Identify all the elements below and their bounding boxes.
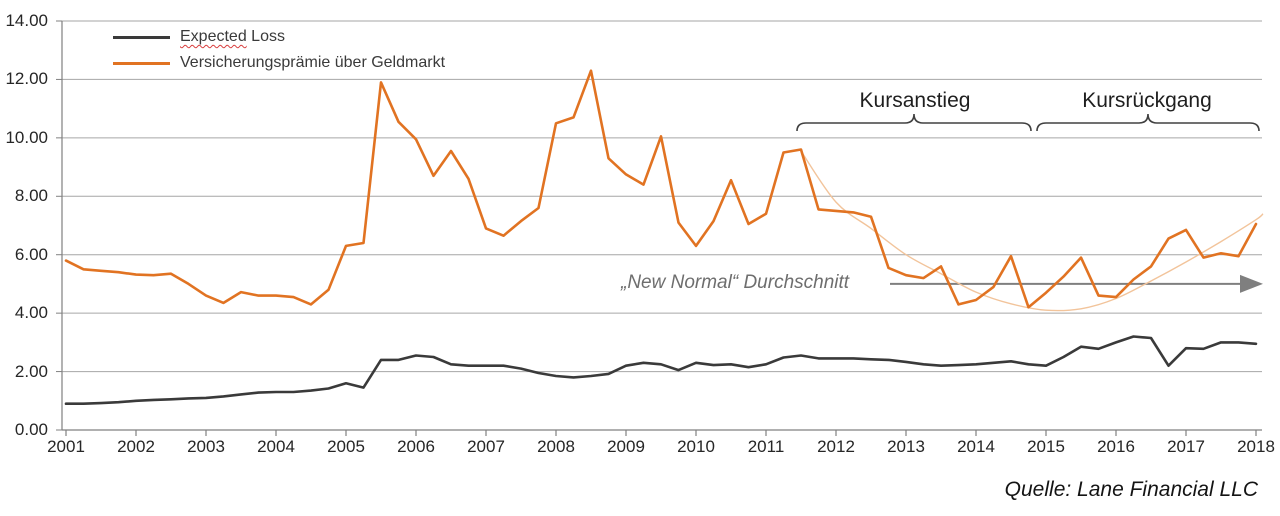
legend: Expected Loss Versicherungsprämie über G… (113, 24, 445, 76)
x-axis-label: 2004 (257, 437, 295, 456)
x-axis-label: 2006 (397, 437, 435, 456)
x-axis-label: 2016 (1097, 437, 1135, 456)
x-axis-label: 2009 (607, 437, 645, 456)
kursanstieg-label: Kursanstieg (859, 89, 971, 112)
average-arrowhead (1240, 274, 1263, 293)
misspelled-word: Expected (180, 28, 247, 45)
gridlines (62, 20, 1262, 431)
trend-line (800, 150, 1264, 312)
x-axis-label: 2010 (677, 437, 715, 456)
x-axis-label: 2007 (467, 437, 505, 456)
x-axis-label: 2013 (887, 437, 925, 456)
legend-item-premium: Versicherungsprämie über Geldmarkt (113, 50, 445, 76)
kursrueckgang-label: Kursrückgang (1082, 89, 1212, 112)
source-credit: Quelle: Lane Financial LLC (1004, 478, 1258, 501)
y-axis-label: 6.00 (14, 244, 48, 264)
premium-line-swatch (113, 61, 170, 65)
legend-label-expected-loss: Expected Loss (180, 28, 285, 45)
x-axis-label: 2005 (327, 437, 365, 456)
legend-item-expected-loss: Expected Loss (113, 24, 445, 50)
x-axis-label: 2012 (817, 437, 855, 456)
x-axis-label: 2008 (537, 437, 575, 456)
x-axis-label: 2017 (1167, 437, 1205, 456)
y-axis-label: 10.00 (5, 127, 48, 147)
x-axis-label: 2014 (957, 437, 995, 456)
x-axis-label: 2002 (117, 437, 155, 456)
legend-label-premium: Versicherungsprämie über Geldmarkt (180, 54, 446, 71)
x-axis-label: 2003 (187, 437, 225, 456)
data-series-lines (64, 69, 1258, 406)
axes-and-ticks (56, 20, 1262, 436)
new-normal-average-label: „New Normal“ Durchschnitt (621, 272, 850, 293)
y-axis-label: 14.00 (5, 11, 48, 30)
x-axis-label: 2018 (1237, 437, 1275, 456)
y-axis-label: 0.00 (14, 420, 48, 439)
expected-loss-line (64, 335, 1258, 406)
y-axis-label: 8.00 (14, 186, 48, 206)
kursrueckgang-brace (1036, 113, 1260, 132)
y-axis-label: 12.00 (5, 69, 48, 89)
x-axis-label: 2001 (47, 437, 85, 456)
y-axis-label: 4.00 (14, 303, 48, 323)
y-axis-label: 2.00 (14, 361, 48, 381)
kursanstieg-brace (796, 113, 1032, 132)
premium-line (64, 69, 1258, 309)
x-axis-label: 2011 (747, 437, 785, 456)
annotation-braces (796, 113, 1260, 132)
x-axis-label: 2015 (1027, 437, 1065, 456)
trend-curve (800, 150, 1264, 312)
expected-loss-line-swatch (113, 35, 170, 39)
